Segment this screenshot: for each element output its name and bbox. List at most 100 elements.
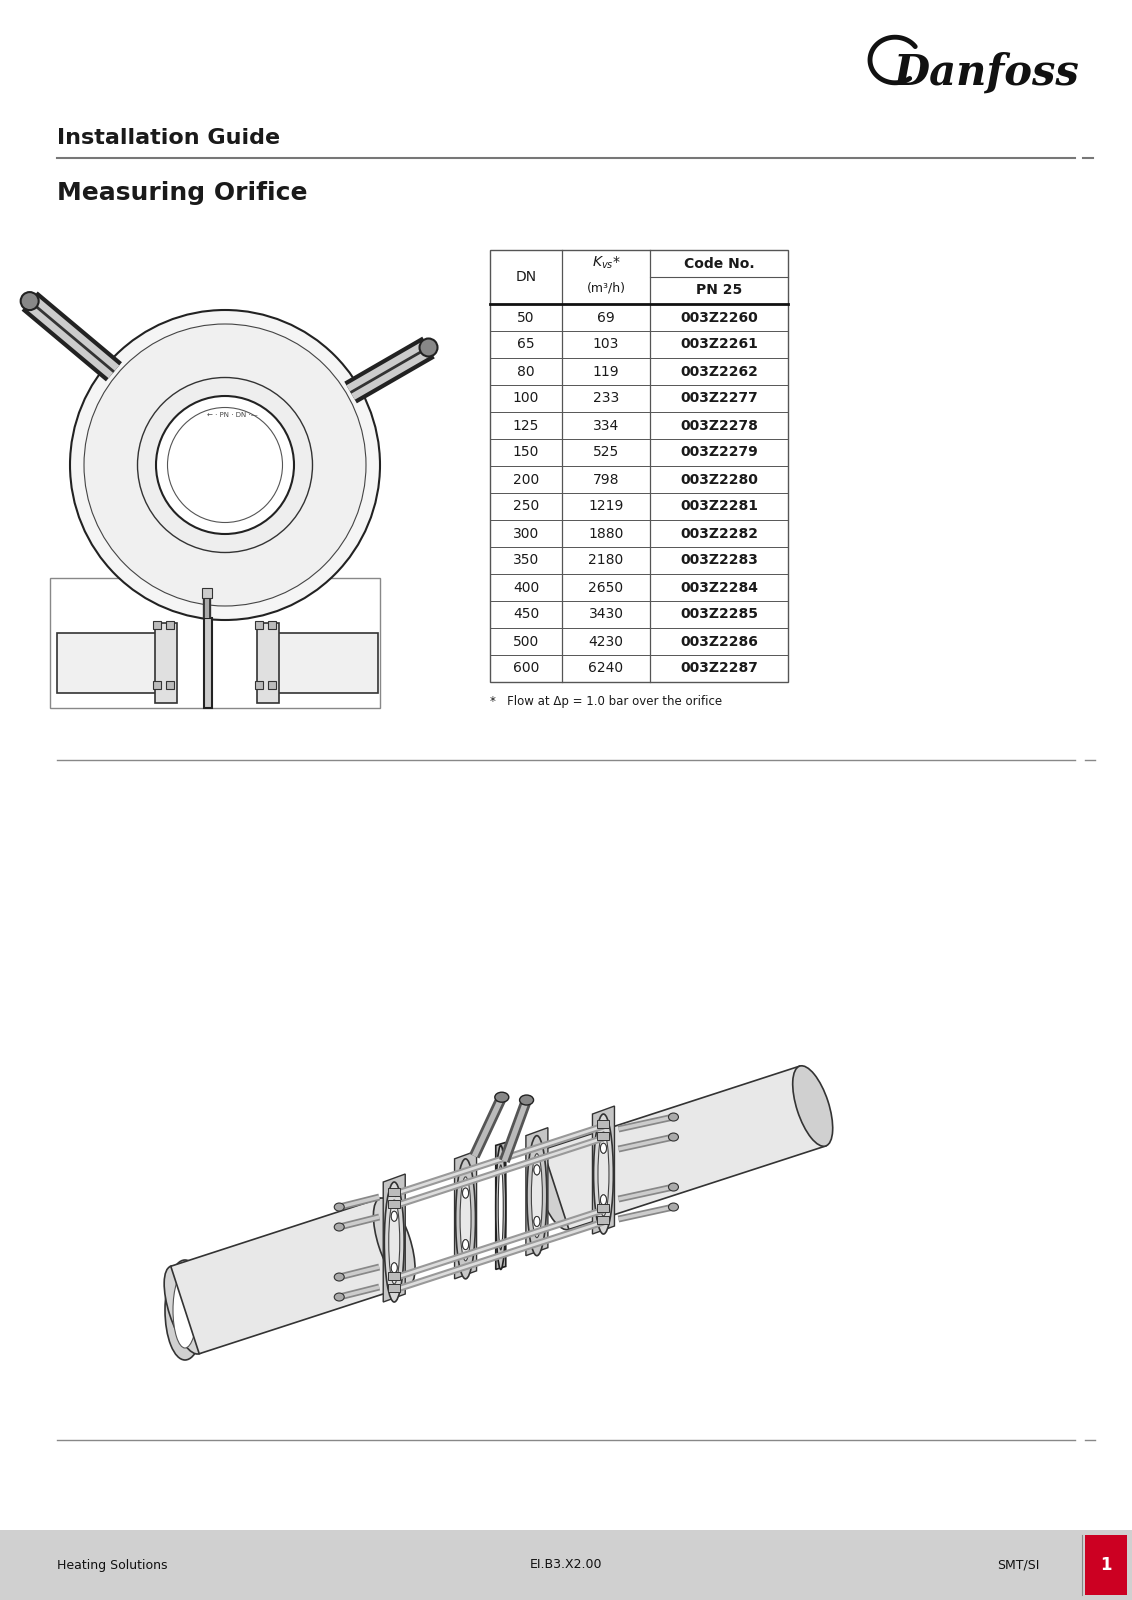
Text: 003Z2282: 003Z2282 xyxy=(680,526,758,541)
Bar xyxy=(388,1285,401,1293)
Text: 100: 100 xyxy=(513,392,539,405)
Text: 1: 1 xyxy=(1100,1555,1112,1574)
Ellipse shape xyxy=(334,1274,344,1282)
Text: 003Z2260: 003Z2260 xyxy=(680,310,758,325)
Ellipse shape xyxy=(534,1165,540,1174)
Ellipse shape xyxy=(792,1066,833,1146)
Ellipse shape xyxy=(137,378,312,552)
Text: Installation Guide: Installation Guide xyxy=(57,128,280,149)
Ellipse shape xyxy=(84,323,366,606)
Ellipse shape xyxy=(669,1133,678,1141)
Ellipse shape xyxy=(496,1146,506,1269)
Bar xyxy=(598,1205,609,1213)
Bar xyxy=(388,1272,401,1280)
Ellipse shape xyxy=(70,310,380,619)
Bar xyxy=(598,1133,609,1141)
Polygon shape xyxy=(526,1128,548,1256)
Text: 80: 80 xyxy=(517,365,534,379)
Text: $K_{vs}$*: $K_{vs}$* xyxy=(592,254,620,270)
Ellipse shape xyxy=(600,1195,607,1205)
Text: 003Z2262: 003Z2262 xyxy=(680,365,758,379)
Text: 150: 150 xyxy=(513,445,539,459)
Text: ← · PN · DN ·—: ← · PN · DN ·— xyxy=(207,411,258,418)
Text: PN 25: PN 25 xyxy=(696,283,743,298)
Ellipse shape xyxy=(388,1200,400,1285)
Ellipse shape xyxy=(600,1144,607,1154)
Text: 003Z2280: 003Z2280 xyxy=(680,472,758,486)
Ellipse shape xyxy=(669,1114,678,1122)
Text: 003Z2287: 003Z2287 xyxy=(680,661,758,675)
Bar xyxy=(166,621,174,629)
Text: 798: 798 xyxy=(593,472,619,486)
Ellipse shape xyxy=(165,1261,205,1360)
Ellipse shape xyxy=(456,1158,475,1278)
Bar xyxy=(153,621,161,629)
Bar xyxy=(598,1216,609,1224)
Ellipse shape xyxy=(374,1198,415,1286)
Ellipse shape xyxy=(593,1114,614,1234)
Bar xyxy=(268,682,276,690)
Text: 50: 50 xyxy=(517,310,534,325)
Text: 1219: 1219 xyxy=(589,499,624,514)
Ellipse shape xyxy=(669,1203,678,1211)
Bar xyxy=(155,622,177,702)
Bar xyxy=(50,578,380,707)
Ellipse shape xyxy=(495,1093,508,1102)
Ellipse shape xyxy=(520,1094,533,1106)
Bar xyxy=(0,1530,1132,1600)
Text: 003Z2279: 003Z2279 xyxy=(680,445,758,459)
Text: 003Z2277: 003Z2277 xyxy=(680,392,758,405)
Bar xyxy=(201,587,212,598)
Ellipse shape xyxy=(334,1222,344,1230)
Ellipse shape xyxy=(534,1216,540,1227)
Text: 525: 525 xyxy=(593,445,619,459)
Bar xyxy=(388,1200,401,1208)
Ellipse shape xyxy=(463,1240,469,1250)
Bar xyxy=(255,682,263,690)
Text: 200: 200 xyxy=(513,472,539,486)
Bar xyxy=(388,1189,401,1197)
Ellipse shape xyxy=(392,1262,397,1272)
Ellipse shape xyxy=(534,1165,540,1174)
Ellipse shape xyxy=(20,293,38,310)
Ellipse shape xyxy=(535,1149,576,1230)
Text: Danfoss: Danfoss xyxy=(894,51,1080,94)
Ellipse shape xyxy=(463,1189,469,1198)
Text: 119: 119 xyxy=(593,365,619,379)
Text: 003Z2286: 003Z2286 xyxy=(680,635,758,648)
Text: (m³/h): (m³/h) xyxy=(586,282,626,294)
Ellipse shape xyxy=(600,1195,607,1205)
Bar xyxy=(490,250,788,682)
Ellipse shape xyxy=(385,1182,404,1302)
Ellipse shape xyxy=(392,1211,397,1221)
Ellipse shape xyxy=(498,1165,504,1250)
Ellipse shape xyxy=(598,1133,609,1216)
Polygon shape xyxy=(171,1198,409,1354)
Text: *   Flow at Δp = 1.0 bar over the orifice: * Flow at Δp = 1.0 bar over the orifice xyxy=(490,696,722,709)
Text: 2650: 2650 xyxy=(589,581,624,595)
Text: 400: 400 xyxy=(513,581,539,595)
Bar xyxy=(268,621,276,629)
Ellipse shape xyxy=(392,1262,397,1272)
Text: 125: 125 xyxy=(513,419,539,432)
Bar xyxy=(153,682,161,690)
Text: Measuring Orifice: Measuring Orifice xyxy=(57,181,308,205)
Bar xyxy=(57,634,157,693)
Text: 65: 65 xyxy=(517,338,534,352)
Ellipse shape xyxy=(528,1136,547,1256)
Text: SMT/SI: SMT/SI xyxy=(997,1558,1040,1571)
Text: 1880: 1880 xyxy=(589,526,624,541)
Ellipse shape xyxy=(420,339,437,357)
Ellipse shape xyxy=(334,1203,344,1211)
Text: Code No.: Code No. xyxy=(684,258,754,270)
Ellipse shape xyxy=(463,1240,469,1250)
Ellipse shape xyxy=(460,1178,471,1261)
Ellipse shape xyxy=(334,1293,344,1301)
Text: 500: 500 xyxy=(513,635,539,648)
Ellipse shape xyxy=(600,1144,607,1154)
Text: 3430: 3430 xyxy=(589,608,624,621)
Text: 003Z2284: 003Z2284 xyxy=(680,581,758,595)
Bar xyxy=(255,621,263,629)
Bar xyxy=(271,634,378,693)
Bar xyxy=(166,682,174,690)
